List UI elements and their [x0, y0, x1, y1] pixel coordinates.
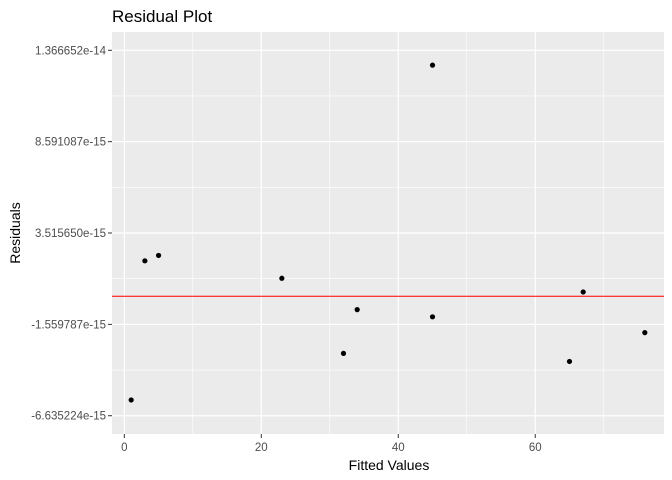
x-tick-label: 0	[121, 442, 127, 454]
data-point	[128, 397, 134, 403]
y-tick-label: 1.366652e-14	[35, 45, 107, 57]
data-point	[279, 275, 285, 281]
data-points	[128, 62, 648, 403]
data-point	[155, 252, 162, 259]
y-tick-label: -1.559787e-15	[31, 319, 106, 331]
y-tick-label: 3.515650e-15	[35, 228, 106, 240]
y-tick-label: 8.591087e-15	[35, 137, 106, 149]
data-point	[566, 358, 573, 365]
data-point	[429, 62, 436, 68]
y-tick-label: -6.635224e-15	[31, 411, 106, 423]
data-point	[642, 330, 648, 336]
x-tick-label: 40	[392, 442, 405, 454]
data-point	[340, 350, 347, 356]
x-axis-title: Fitted Values	[349, 457, 430, 473]
x-tick-label: 60	[529, 442, 542, 454]
grid-major-lines	[112, 32, 664, 434]
x-tick-label: 20	[255, 442, 268, 454]
x-axis: 0 20 40 60	[121, 434, 542, 454]
data-point	[142, 258, 148, 264]
data-point	[580, 289, 586, 295]
y-axis: -6.635224e-15 -1.559787e-15 3.515650e-15 8.…	[31, 45, 112, 423]
y-axis-title: Residuals	[7, 202, 23, 263]
data-point	[429, 314, 436, 320]
chart-title: Residual Plot	[112, 7, 212, 26]
data-point	[354, 307, 360, 313]
